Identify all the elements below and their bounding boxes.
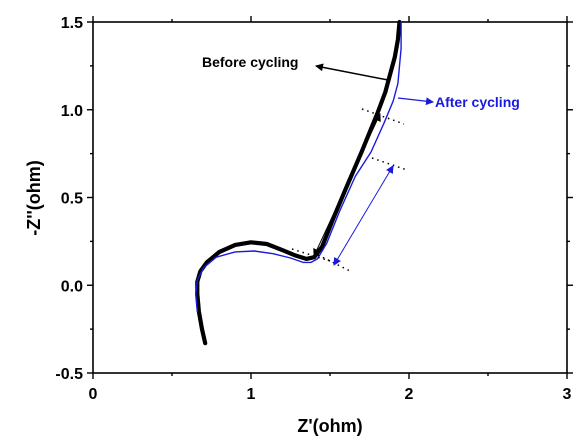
after-annotation-arrow: [397, 97, 434, 106]
annotations: Before cycling After cycling: [202, 54, 520, 110]
series-after-cycling-line: [195, 21, 402, 313]
y-tick-label: 1.5: [61, 15, 83, 32]
y-tick-label: -0.5: [55, 366, 83, 383]
after-distance-arrow: [333, 165, 394, 266]
x-tick-label: 3: [563, 386, 572, 403]
series-before-cycling-line: [195, 19, 402, 346]
x-tick-label: 0: [89, 386, 98, 403]
distance-markers: [291, 108, 408, 273]
dotted-guide: [361, 108, 405, 125]
x-tick-label: 1: [247, 386, 256, 403]
dotted-guide: [291, 248, 331, 262]
before-distance-arrow: [313, 113, 381, 257]
x-axis-title: Z'(ohm): [297, 416, 362, 436]
plot-frame: [92, 21, 568, 374]
before-annotation-arrow: [315, 63, 389, 81]
y-tick-label: 0.5: [61, 191, 83, 208]
annotation-after-cycling: After cycling: [435, 94, 520, 110]
annotation-before-cycling: Before cycling: [202, 54, 298, 70]
axis-ticks: 0 1 2 3 -0.5 0.0 0.5 1.0 1.5: [55, 15, 573, 403]
y-tick-label: 1.0: [61, 103, 83, 120]
y-tick-label: 0.0: [61, 278, 83, 295]
x-tick-label: 2: [405, 386, 414, 403]
plot-area-border: [92, 21, 568, 374]
series-layer: [195, 19, 402, 346]
dotted-guide: [371, 157, 408, 171]
dotted-guide: [317, 254, 353, 273]
y-axis-title: -Z''(ohm): [24, 160, 44, 236]
